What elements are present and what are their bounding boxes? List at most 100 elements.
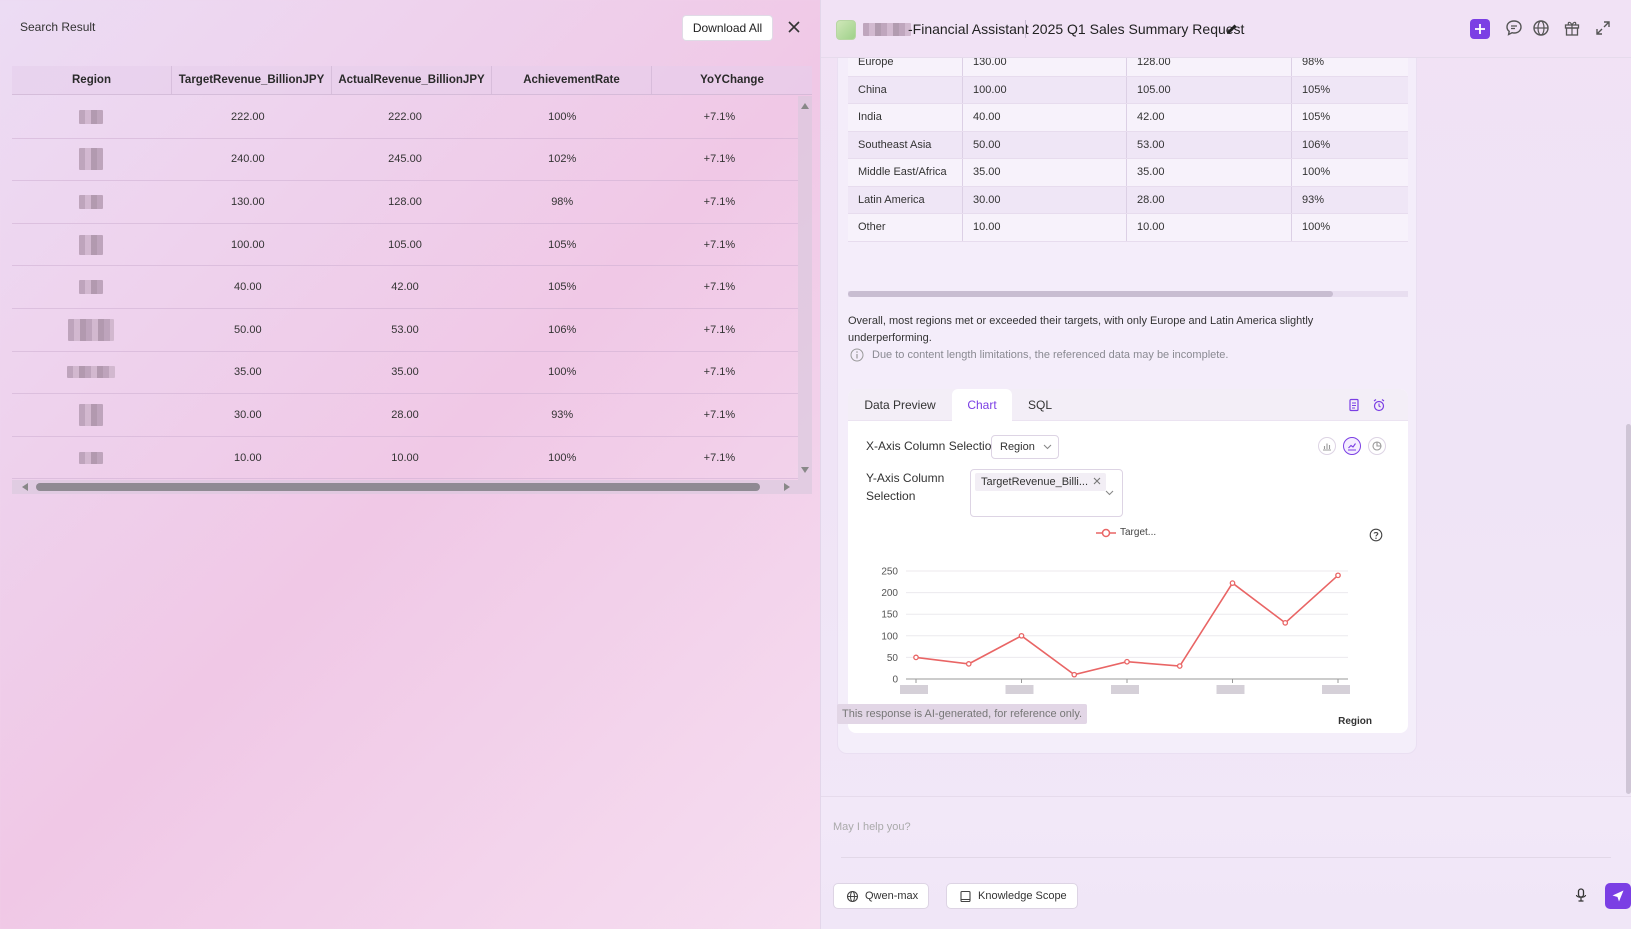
chat-bubble-icon[interactable] (1504, 18, 1524, 38)
actual-cell: 10.00 (1127, 214, 1292, 241)
chat-input[interactable] (833, 807, 1613, 847)
pie-chart-type-button[interactable] (1368, 437, 1386, 455)
rate-cell: 100% (548, 451, 577, 464)
data-point[interactable] (1124, 658, 1130, 665)
pencil-icon[interactable] (1225, 22, 1239, 36)
chat-scrollbar[interactable] (1626, 424, 1631, 794)
region-cell-redacted (12, 181, 169, 223)
horizontal-scrollbar[interactable] (12, 480, 812, 494)
tab-sql[interactable]: SQL (1027, 398, 1052, 412)
column-header[interactable]: TargetRevenue_BillionJPY (172, 66, 332, 94)
region-cell: Other (848, 214, 963, 241)
gift-icon[interactable] (1562, 18, 1582, 38)
actual-cell: 245.00 (388, 153, 422, 166)
data-point[interactable] (1335, 572, 1341, 579)
book-icon (960, 890, 971, 902)
data-point[interactable] (1018, 632, 1025, 639)
download-all-button[interactable]: Download All (682, 15, 773, 41)
model-label: Qwen-max (865, 890, 919, 902)
microphone-icon[interactable] (1573, 887, 1589, 903)
vertical-scrollbar[interactable] (798, 96, 812, 480)
info-icon (850, 348, 864, 362)
table-row: Middle East/Africa 35.00 35.00 100% (848, 159, 1408, 187)
target-cell: 100.00 (963, 76, 1127, 103)
tab-data-preview[interactable]: Data Preview (864, 398, 936, 412)
yoy-cell: +7.1% (703, 366, 736, 379)
table-row: 35.00 35.00 100% +7.1% (12, 352, 798, 395)
data-point[interactable] (965, 661, 972, 667)
actual-cell: 105.00 (1127, 76, 1292, 103)
scroll-left-arrow-icon[interactable] (22, 483, 28, 491)
column-header[interactable]: YoYChange (700, 74, 764, 86)
x-axis-select[interactable]: Region (991, 435, 1059, 459)
search-result-panel: Search Result Download All Region Target… (12, 15, 812, 494)
result-table-body: 222.00 222.00 100% +7.1% 240.00 245.00 1… (12, 96, 798, 480)
remove-chip-icon[interactable] (1092, 476, 1102, 486)
scrollbar-thumb[interactable] (36, 483, 760, 491)
chart-legend[interactable]: Target... (1096, 527, 1156, 538)
rate-cell: 102% (548, 153, 577, 166)
target-cell: 30.00 (963, 186, 1127, 213)
target-cell: 35.00 (234, 366, 262, 379)
data-point[interactable] (1071, 671, 1078, 678)
assistant-message: Europe 130.00 128.00 98% China 100.00 10… (837, 58, 1417, 754)
send-button[interactable] (1605, 883, 1631, 909)
help-icon[interactable] (1369, 528, 1383, 542)
bar-chart-type-button[interactable] (1318, 437, 1336, 455)
target-cell: 130.00 (230, 195, 265, 208)
column-header[interactable]: Region (12, 66, 172, 94)
region-cell-redacted (12, 352, 169, 394)
scroll-up-arrow-icon[interactable] (801, 103, 809, 109)
knowledge-scope-button[interactable]: Knowledge Scope (946, 883, 1078, 909)
legend-label: Target... (1120, 527, 1157, 538)
data-point[interactable] (1176, 663, 1183, 669)
y-axis-select[interactable]: TargetRevenue_Billi... (970, 469, 1123, 517)
document-icon[interactable] (1347, 398, 1361, 412)
y-axis-ticks: 0 50 100 150 200 250 (881, 567, 898, 686)
actual-cell: 53.00 (1127, 131, 1292, 158)
scroll-right-arrow-icon[interactable] (784, 483, 790, 491)
column-header[interactable]: ActualRevenue_BillionJPY (332, 66, 492, 94)
close-icon[interactable] (785, 18, 803, 36)
bar-chart-icon (1323, 443, 1331, 451)
scrollbar-thumb[interactable] (848, 291, 1333, 297)
table-row: 10.00 10.00 100% +7.1% (12, 437, 798, 480)
send-icon (1612, 890, 1624, 902)
target-cell: 10.00 (234, 451, 262, 464)
region-cell-redacted (12, 96, 169, 138)
data-point[interactable] (913, 654, 919, 661)
rate-cell: 105% (1302, 111, 1331, 124)
ai-disclaimer: This response is AI-generated, for refer… (837, 704, 1088, 724)
yoy-cell: +7.1% (703, 110, 736, 123)
yoy-cell: +7.1% (703, 153, 736, 166)
column-header[interactable]: AchievementRate (492, 66, 652, 94)
table-row: 30.00 28.00 93% +7.1% (12, 394, 798, 437)
table-horizontal-scrollbar[interactable] (848, 291, 1408, 297)
expand-icon[interactable] (1593, 18, 1613, 38)
data-point[interactable] (1229, 580, 1236, 586)
scroll-down-arrow-icon[interactable] (801, 467, 809, 473)
table-row: 222.00 222.00 100% +7.1% (12, 96, 798, 139)
new-chat-button[interactable] (1470, 19, 1490, 39)
y-tick-label: 100 (881, 631, 898, 642)
tab-chart[interactable]: Chart (952, 389, 1012, 421)
region-cell-redacted (12, 139, 169, 181)
region-cell: Europe (848, 58, 963, 76)
region-cell: India (848, 104, 963, 131)
table-row: Other 10.00 10.00 100% (848, 214, 1408, 242)
result-table-header: Region TargetRevenue_BillionJPY ActualRe… (12, 66, 812, 95)
x-tick-label-redacted (900, 685, 928, 694)
x-tick-label-redacted (1322, 685, 1350, 694)
region-cell-redacted (12, 224, 169, 266)
target-cell: 222.00 (230, 110, 265, 123)
actual-cell: 28.00 (1127, 186, 1292, 213)
data-point[interactable] (1282, 619, 1289, 626)
line-chart-type-button[interactable] (1343, 437, 1361, 455)
rate-cell: 100% (1302, 221, 1331, 234)
alarm-icon[interactable] (1372, 398, 1386, 412)
panel-title: Search Result (20, 20, 96, 34)
globe-icon[interactable] (1531, 18, 1551, 38)
region-cell-redacted (12, 437, 169, 479)
model-selector-button[interactable]: Qwen-max (833, 883, 930, 909)
yoy-cell: +7.1% (703, 451, 736, 464)
